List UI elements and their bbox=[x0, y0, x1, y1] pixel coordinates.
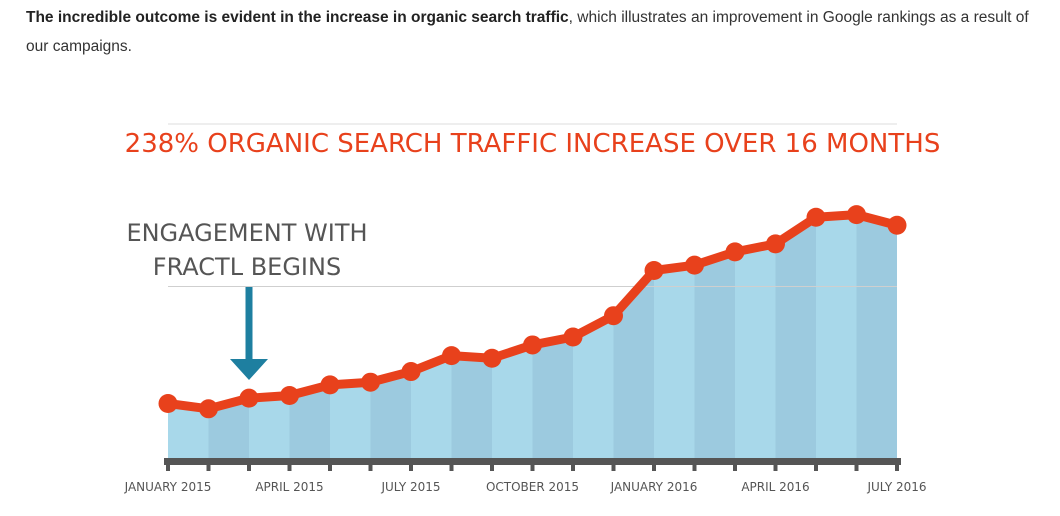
data-points bbox=[158, 205, 907, 419]
area-band bbox=[694, 251, 735, 462]
area-band bbox=[168, 403, 209, 462]
x-axis-labels: JANUARY 2015 APRIL 2015 JULY 2015 OCTOBER 2… bbox=[124, 480, 927, 494]
axis-tick bbox=[328, 458, 332, 471]
data-point bbox=[725, 242, 745, 262]
axis-tick bbox=[490, 458, 494, 471]
intro-rest-text: , which illustrates an improvement in Go… bbox=[26, 9, 1029, 55]
area-band bbox=[573, 315, 614, 462]
data-point bbox=[361, 372, 380, 392]
axis-tick bbox=[652, 458, 656, 471]
x-axis bbox=[164, 458, 901, 471]
data-point bbox=[847, 205, 866, 225]
axis-tick bbox=[287, 458, 292, 471]
axis-tick bbox=[692, 458, 697, 471]
area-band bbox=[249, 395, 290, 462]
annotation-line-1: ENGAGEMENT WITH bbox=[126, 219, 367, 247]
data-point bbox=[158, 393, 178, 413]
area-band bbox=[370, 371, 411, 462]
area-band bbox=[451, 355, 492, 462]
area-band bbox=[532, 336, 573, 462]
axis-tick bbox=[530, 458, 535, 471]
area-bands bbox=[168, 214, 897, 462]
area-band bbox=[289, 384, 330, 462]
x-tick-label: JANUARY 2015 bbox=[124, 480, 212, 494]
area-band bbox=[330, 382, 371, 462]
data-point bbox=[604, 306, 623, 326]
axis-tick bbox=[814, 458, 818, 471]
axis-tick bbox=[733, 458, 737, 471]
data-point bbox=[482, 348, 502, 368]
arrow-head bbox=[230, 359, 268, 380]
data-point bbox=[320, 375, 340, 395]
area-band bbox=[775, 217, 816, 462]
area-band bbox=[856, 214, 897, 462]
axis-tick bbox=[206, 458, 211, 471]
annotation-line-2: FRACTL BEGINS bbox=[153, 253, 341, 281]
x-tick-label: OCTOBER 2015 bbox=[486, 480, 579, 494]
data-point bbox=[199, 399, 218, 419]
data-point bbox=[442, 346, 461, 366]
axis-tick bbox=[368, 458, 373, 471]
x-tick-label: JULY 2015 bbox=[380, 480, 440, 494]
area-band bbox=[735, 243, 776, 462]
area-band bbox=[816, 214, 857, 462]
chart-title: 238% ORGANIC SEARCH TRAFFIC INCREASE OVE… bbox=[125, 129, 941, 159]
x-tick-label: JANUARY 2016 bbox=[610, 480, 698, 494]
axis-tick bbox=[449, 458, 454, 471]
axis-tick bbox=[854, 458, 859, 471]
data-point bbox=[806, 207, 826, 227]
axis-tick bbox=[895, 458, 899, 471]
axis-tick bbox=[773, 458, 778, 471]
data-point bbox=[239, 388, 259, 408]
axis-tick bbox=[611, 458, 616, 471]
data-point bbox=[523, 335, 542, 355]
data-point bbox=[887, 215, 907, 235]
x-tick-label: APRIL 2015 bbox=[255, 480, 323, 494]
x-tick-label: JULY 2016 bbox=[866, 480, 926, 494]
intro-paragraph: The incredible outcome is evident in the… bbox=[26, 3, 1036, 61]
area-band bbox=[208, 398, 249, 462]
data-point bbox=[685, 255, 704, 275]
data-point bbox=[766, 234, 785, 254]
intro-bold-text: The incredible outcome is evident in the… bbox=[26, 9, 569, 26]
axis-tick bbox=[166, 458, 170, 471]
area-band bbox=[613, 270, 654, 462]
axis-tick bbox=[247, 458, 251, 471]
x-tick-label: APRIL 2016 bbox=[741, 480, 809, 494]
down-arrow-icon bbox=[230, 287, 268, 380]
axis-tick bbox=[409, 458, 413, 471]
data-point bbox=[563, 327, 583, 347]
data-point bbox=[644, 260, 664, 280]
area-band bbox=[492, 344, 533, 462]
area-band bbox=[654, 265, 695, 462]
axis-tick bbox=[571, 458, 575, 471]
area-band bbox=[411, 355, 452, 462]
data-point bbox=[401, 362, 421, 382]
data-point bbox=[280, 386, 299, 405]
arrow-shaft bbox=[245, 287, 253, 361]
